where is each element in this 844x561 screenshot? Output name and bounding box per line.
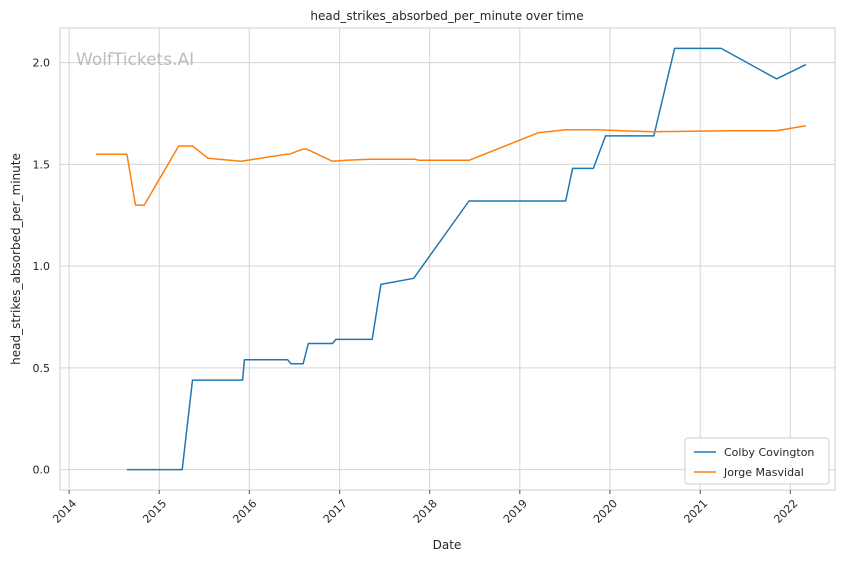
- legend-label-jorge-masvidal: Jorge Masvidal: [723, 466, 804, 479]
- y-axis-label: head_strikes_absorbed_per_minute: [9, 153, 23, 365]
- x-tick-label: 2018: [411, 497, 440, 526]
- x-tick-label: 2020: [591, 497, 620, 526]
- x-tick-label: 2022: [771, 497, 800, 526]
- legend: Colby Covington Jorge Masvidal: [684, 437, 830, 485]
- x-tick-label: 2019: [501, 497, 530, 526]
- series-lines: [95, 47, 807, 471]
- y-axis-ticks: 0.0 0.5 1.0 1.5 2.0: [33, 57, 51, 477]
- legend-label-colby-covington: Colby Covington: [724, 446, 814, 459]
- y-tick-label: 2.0: [33, 57, 51, 70]
- x-axis-label: Date: [433, 538, 462, 552]
- chart-title: head_strikes_absorbed_per_minute over ti…: [310, 9, 583, 23]
- plot-area: [59, 27, 836, 491]
- x-tick-label: 2016: [230, 497, 259, 526]
- x-tick-label: 2014: [50, 497, 79, 526]
- series-line-jorge-masvidal: [95, 124, 807, 206]
- x-axis-ticks: 2014 2015 2016 2017 2018 2019 2020 2021 2022: [50, 490, 800, 526]
- y-tick-label: 0.0: [33, 464, 51, 477]
- watermark-text: WolfTickets.AI: [76, 50, 194, 70]
- x-tick-label: 2015: [140, 497, 169, 526]
- y-tick-label: 1.0: [33, 260, 51, 273]
- y-tick-label: 0.5: [33, 362, 51, 375]
- legend-box: [684, 437, 830, 485]
- y-tick-label: 1.5: [33, 158, 51, 171]
- x-tick-label: 2017: [321, 497, 350, 526]
- x-tick-label: 2021: [681, 497, 710, 526]
- series-line-colby-covington: [126, 47, 807, 471]
